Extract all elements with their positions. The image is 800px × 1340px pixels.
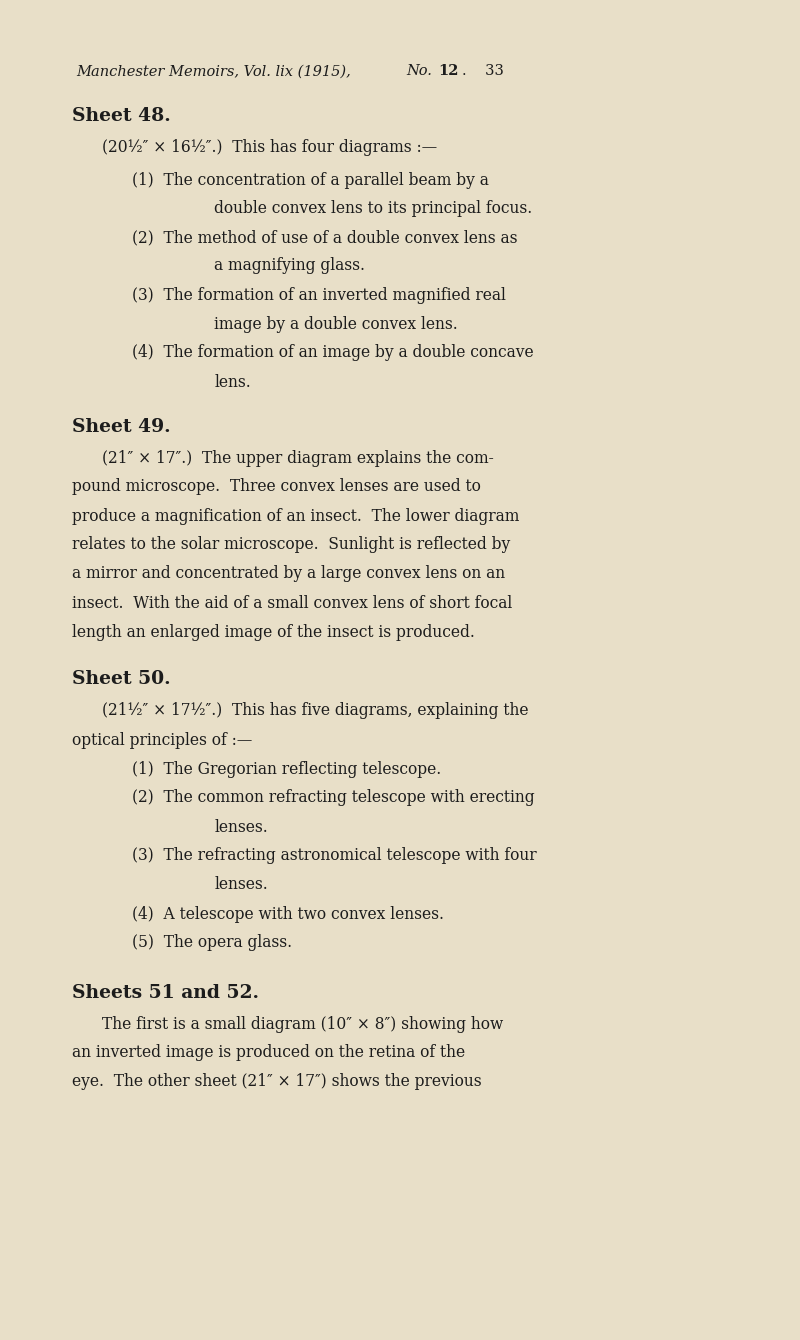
Text: Sheet 49.: Sheet 49.: [72, 418, 170, 436]
Text: lens.: lens.: [214, 374, 251, 391]
Text: (4)  The formation of an image by a double concave: (4) The formation of an image by a doubl…: [132, 344, 534, 362]
Text: produce a magnification of an insect.  The lower diagram: produce a magnification of an insect. Th…: [72, 508, 519, 525]
Text: relates to the solar microscope.  Sunlight is reflected by: relates to the solar microscope. Sunligh…: [72, 536, 510, 553]
Text: (20½″ × 16½″.)  This has four diagrams :—: (20½″ × 16½″.) This has four diagrams :—: [102, 139, 438, 157]
Text: (1)  The concentration of a parallel beam by a: (1) The concentration of a parallel beam…: [132, 172, 489, 189]
Text: (2)  The common refracting telescope with erecting: (2) The common refracting telescope with…: [132, 789, 534, 807]
Text: an inverted image is produced on the retina of the: an inverted image is produced on the ret…: [72, 1044, 465, 1061]
Text: optical principles of :—: optical principles of :—: [72, 732, 252, 749]
Text: (1)  The Gregorian reflecting telescope.: (1) The Gregorian reflecting telescope.: [132, 761, 442, 779]
Text: a magnifying glass.: a magnifying glass.: [214, 257, 366, 275]
Text: (21″ × 17″.)  The upper diagram explains the com-: (21″ × 17″.) The upper diagram explains …: [102, 450, 494, 468]
Text: (3)  The refracting astronomical telescope with four: (3) The refracting astronomical telescop…: [132, 847, 537, 864]
Text: (3)  The formation of an inverted magnified real: (3) The formation of an inverted magnifi…: [132, 287, 506, 304]
Text: (2)  The method of use of a double convex lens as: (2) The method of use of a double convex…: [132, 229, 518, 247]
Text: pound microscope.  Three convex lenses are used to: pound microscope. Three convex lenses ar…: [72, 478, 481, 496]
Text: .    33: . 33: [462, 64, 504, 78]
Text: insect.  With the aid of a small convex lens of short focal: insect. With the aid of a small convex l…: [72, 595, 512, 612]
Text: No.: No.: [406, 64, 437, 78]
Text: (21½″ × 17½″.)  This has five diagrams, explaining the: (21½″ × 17½″.) This has five diagrams, e…: [102, 702, 529, 720]
Text: Manchester Memoirs, Vol. lix (1915),: Manchester Memoirs, Vol. lix (1915),: [76, 64, 355, 78]
Text: 12: 12: [438, 64, 459, 78]
Text: eye.  The other sheet (21″ × 17″) shows the previous: eye. The other sheet (21″ × 17″) shows t…: [72, 1073, 482, 1091]
Text: lenses.: lenses.: [214, 819, 268, 836]
Text: The first is a small diagram (10″ × 8″) showing how: The first is a small diagram (10″ × 8″) …: [102, 1016, 504, 1033]
Text: a mirror and concentrated by a large convex lens on an: a mirror and concentrated by a large con…: [72, 565, 505, 583]
Text: Sheet 50.: Sheet 50.: [72, 670, 170, 687]
Text: double convex lens to its principal focus.: double convex lens to its principal focu…: [214, 200, 533, 217]
Text: (5)  The opera glass.: (5) The opera glass.: [132, 934, 292, 951]
Text: length an enlarged image of the insect is produced.: length an enlarged image of the insect i…: [72, 624, 475, 642]
Text: lenses.: lenses.: [214, 876, 268, 894]
Text: Sheets 51 and 52.: Sheets 51 and 52.: [72, 984, 259, 1001]
Text: Sheet 48.: Sheet 48.: [72, 107, 170, 125]
Text: (4)  A telescope with two convex lenses.: (4) A telescope with two convex lenses.: [132, 906, 444, 923]
Text: image by a double convex lens.: image by a double convex lens.: [214, 316, 458, 334]
